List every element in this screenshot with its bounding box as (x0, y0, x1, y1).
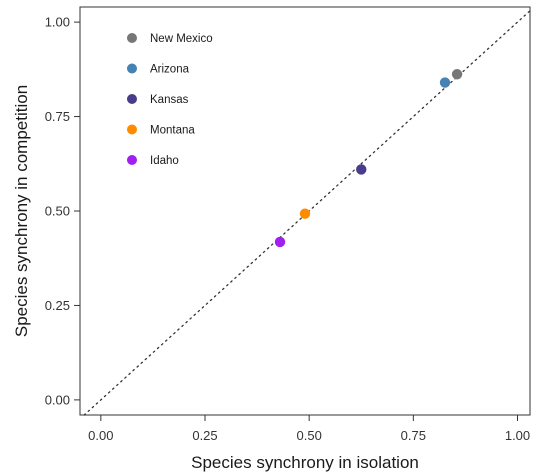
x-tick-label: 0.75 (401, 428, 426, 443)
legend-label: New Mexico (150, 33, 213, 45)
data-point (274, 236, 286, 248)
y-tick-label: 0.00 (45, 392, 70, 407)
legend-label: Arizona (150, 64, 190, 76)
x-tick-label: 0.50 (297, 428, 322, 443)
y-tick-label: 0.50 (45, 204, 70, 219)
x-tick-label: 0.00 (88, 428, 113, 443)
data-point (299, 208, 311, 219)
legend: New Mexico Arizona Kansas Montana Idaho (127, 33, 213, 167)
legend-label: Montana (150, 125, 195, 137)
y-axis-title: Species synchrony in competition (12, 85, 31, 337)
data-point (356, 164, 367, 175)
legend-label: Kansas (150, 94, 189, 106)
y-tick-label: 1.00 (45, 15, 70, 30)
x-tick-label: 0.25 (192, 428, 217, 443)
legend-marker (127, 124, 137, 135)
legend-marker (127, 33, 137, 43)
data-point (439, 77, 451, 88)
y-tick-label: 0.75 (45, 109, 70, 124)
data-points (274, 69, 463, 248)
data-point (451, 69, 463, 80)
legend-marker (127, 155, 137, 165)
axes: 0.00 0.25 0.50 0.75 1.00 0.00 0.25 0.50 0.75 1.00 (45, 15, 530, 443)
x-tick-label: 1.00 (505, 428, 530, 443)
y-tick-label: 0.25 (45, 298, 70, 313)
legend-label: Idaho (150, 155, 179, 167)
legend-marker (127, 63, 137, 74)
x-axis-title: Species synchrony in isolation (191, 453, 419, 472)
legend-marker (127, 94, 137, 104)
